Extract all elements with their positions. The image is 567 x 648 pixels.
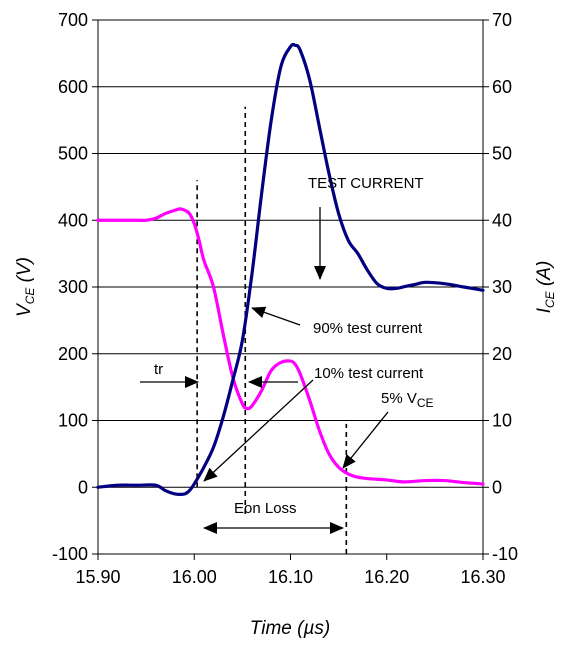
vce5-arrow bbox=[342, 411, 389, 469]
y-left-axis-title: VCE (V) bbox=[14, 257, 37, 317]
y-right-tick-label: 40 bbox=[492, 210, 512, 230]
y-right-tick-label: 50 bbox=[492, 144, 512, 164]
tr-label: tr bbox=[154, 361, 163, 378]
x-tick-label: 16.00 bbox=[172, 567, 217, 587]
y-left-tick-label: 500 bbox=[58, 144, 88, 164]
x-axis-title: Time (µs) bbox=[250, 618, 330, 639]
x-tick-label: 16.10 bbox=[268, 567, 313, 587]
y-left-tick-label: 200 bbox=[58, 344, 88, 364]
x-tick-label: 16.30 bbox=[460, 567, 505, 587]
pct90-label: 90% test current bbox=[313, 320, 423, 337]
vce-series-line bbox=[96, 207, 485, 486]
y-right-axis-title-sub: CE bbox=[543, 290, 557, 308]
pct10-arrow bbox=[203, 379, 314, 482]
y-left-tick-label: 700 bbox=[58, 10, 88, 30]
x-tick-labels: 15.90 16.00 16.10 16.20 16.30 bbox=[75, 567, 505, 587]
pct10-label: 10% test current bbox=[314, 365, 424, 382]
y-left-tick-label: 300 bbox=[58, 277, 88, 297]
y-left-tick-labels: -100 0 100 200 300 400 500 600 700 bbox=[52, 10, 88, 564]
y-right-tick-label: 0 bbox=[492, 477, 502, 497]
vce5-label-main: 5% V bbox=[381, 390, 417, 407]
x-tick-label: 15.90 bbox=[75, 567, 120, 587]
y-left-tick-label: -100 bbox=[52, 544, 88, 564]
y-right-axis-title-unit: (A) bbox=[534, 261, 555, 292]
y-left-tick-label: 400 bbox=[58, 210, 88, 230]
y-right-tick-label: 70 bbox=[492, 10, 512, 30]
test-current-label: TEST CURRENT bbox=[308, 175, 424, 192]
vce5-label-sub: CE bbox=[417, 396, 434, 410]
y-right-tick-label: 30 bbox=[492, 277, 512, 297]
pct90-arrow bbox=[251, 306, 301, 326]
eon-loss-label: Eon Loss bbox=[234, 500, 297, 517]
gridlines bbox=[98, 19, 483, 488]
y-left-tick-label: 100 bbox=[58, 411, 88, 431]
ice-series-line bbox=[96, 42, 485, 496]
y-left-tick-label: 600 bbox=[58, 77, 88, 97]
y-right-tick-labels: -10 0 10 20 30 40 50 60 70 bbox=[492, 10, 518, 564]
y-left-axis-title-main: V bbox=[14, 302, 35, 317]
tick-marks bbox=[92, 19, 489, 560]
y-left-tick-label: 0 bbox=[78, 477, 88, 497]
y-left-axis-title-sub: CE bbox=[23, 287, 37, 305]
y-right-tick-label: 20 bbox=[492, 344, 512, 364]
x-tick-label: 16.20 bbox=[364, 567, 409, 587]
y-right-tick-label: 60 bbox=[492, 77, 512, 97]
y-right-axis-title: ICE (A) bbox=[534, 261, 557, 314]
vce5-label: 5% VCE bbox=[381, 390, 434, 410]
y-right-tick-label: -10 bbox=[492, 544, 518, 564]
y-right-tick-label: 10 bbox=[492, 411, 512, 431]
y-right-axis-title-main: I bbox=[534, 307, 555, 313]
y-left-axis-title-unit: (V) bbox=[14, 257, 35, 288]
